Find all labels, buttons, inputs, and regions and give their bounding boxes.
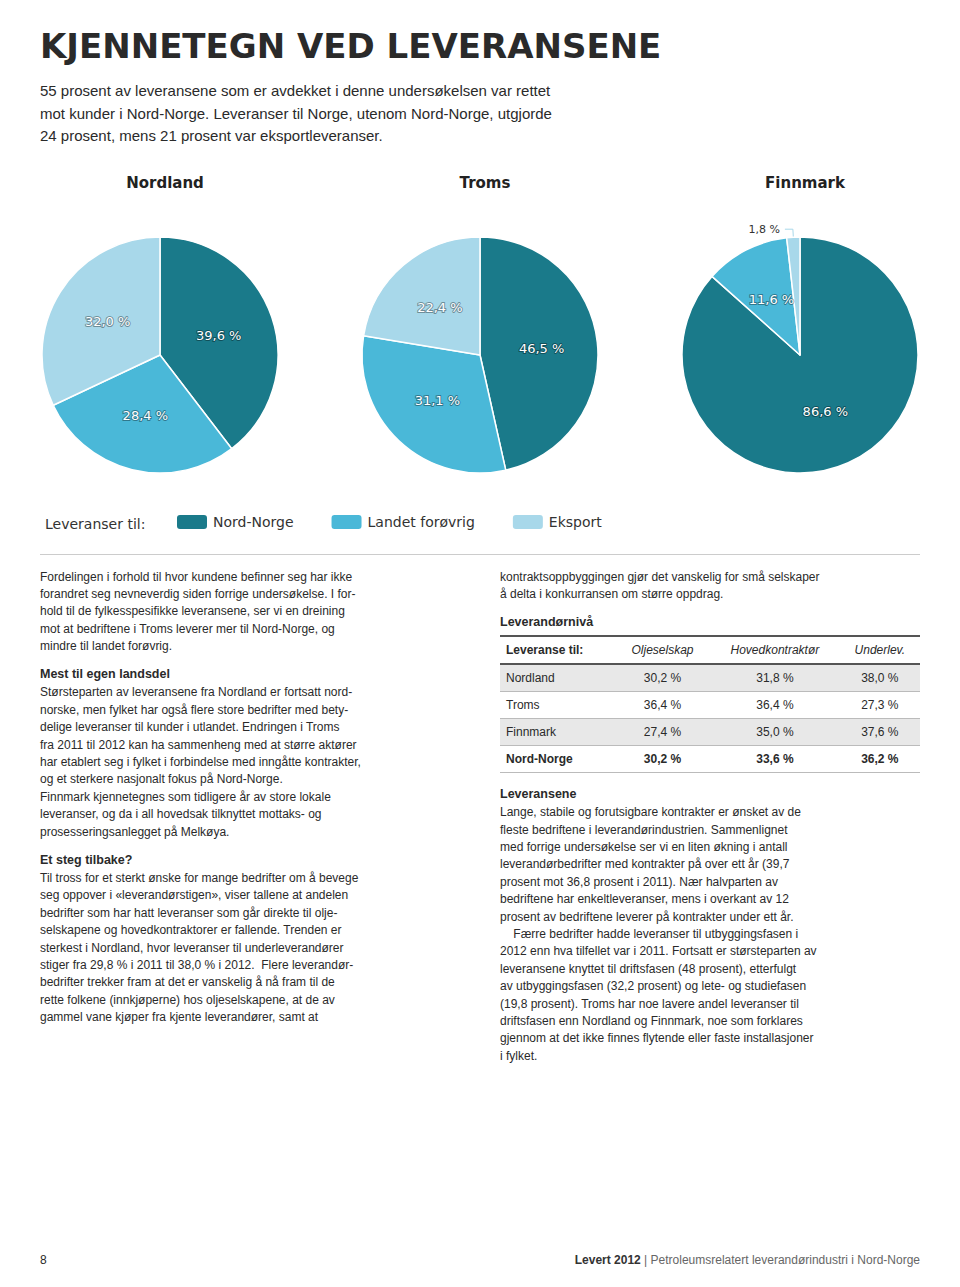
svg-text:Eksport: Eksport: [549, 514, 602, 530]
html-text:55 prosent av leveransene som: 55 prosent av leveransene som er avdekke…: [40, 82, 552, 144]
html-text:Hovedkontraktør: Hovedkontraktør: [730, 643, 820, 658]
html-text:38,0 %: 38,0 %: [861, 671, 899, 686]
svg-text:Troms: Troms: [460, 173, 511, 191]
svg-text:86,6 %: 86,6 %: [803, 404, 848, 419]
html-text:Til tross for et sterkt ønske: Til tross for et sterkt ønske for mange …: [40, 871, 359, 1025]
html-text:kontraktsoppbyggingen gjør det: kontraktsoppbyggingen gjør det vanskelig…: [500, 569, 820, 601]
html-text:36,4 %: 36,4 %: [756, 698, 794, 713]
svg-text:22,4 %: 22,4 %: [417, 300, 462, 315]
html-text:Nord-Norge: Nord-Norge: [506, 752, 573, 767]
svg-text:1,8 %: 1,8 %: [748, 222, 779, 235]
html-text:Leverandørnivå: Leverandørnivå: [500, 615, 594, 630]
svg-text:28,4 %: 28,4 %: [123, 407, 168, 422]
html-text:Leveranse til:: Leveranse til:: [506, 643, 584, 658]
html-text:36,2 %: 36,2 %: [861, 752, 899, 767]
html-text:Troms: Troms: [506, 698, 540, 713]
html-text:Finnmark: Finnmark: [506, 725, 556, 740]
html-text:Lange, stabile og forutsigbare: Lange, stabile og forutsigbare kontrakte…: [500, 805, 817, 1063]
html-text:36,4 %: 36,4 %: [643, 698, 682, 713]
html-text:Størsteparten av leveransene f: Størsteparten av leveransene fra Nordlan…: [40, 685, 361, 839]
svg-text:46,5 %: 46,5 %: [519, 340, 564, 355]
html-text:37,6 %: 37,6 %: [861, 725, 899, 740]
html-text:Et steg tilbake?: Et steg tilbake?: [40, 853, 133, 867]
svg-text:31,1 %: 31,1 %: [415, 392, 460, 407]
svg-text:Nordland: Nordland: [126, 173, 204, 191]
html-text:30,2 %: 30,2 %: [643, 752, 682, 767]
svg-text:39,6 %: 39,6 %: [196, 327, 241, 342]
html-text:8: 8: [40, 1253, 47, 1267]
svg-text:Landet forøvrig: Landet forøvrig: [368, 514, 475, 530]
html-text:31,8 %: 31,8 %: [756, 671, 794, 686]
html-text:Oljeselskap: Oljeselskap: [631, 643, 694, 658]
html-text:Fordelingen i forhold til hvor: Fordelingen i forhold til hvor kundene b…: [40, 569, 356, 654]
html-text:Leveransene: Leveransene: [500, 787, 577, 802]
svg-text:Nord-Norge: Nord-Norge: [213, 514, 294, 530]
html-text:27,4 %: 27,4 %: [643, 725, 682, 740]
svg-text:Finnmark: Finnmark: [765, 173, 846, 191]
svg-text:11,6 %: 11,6 %: [749, 292, 794, 307]
html-text:KJENNETEGN VED LEVERANSENE: KJENNETEGN VED LEVERANSENE: [40, 26, 662, 66]
svg-text:Leveranser til:: Leveranser til:: [45, 516, 145, 532]
svg-text:32,0 %: 32,0 %: [85, 314, 130, 329]
html-text:27,3 %: 27,3 %: [861, 698, 899, 713]
html-text:Nordland: Nordland: [506, 671, 555, 686]
html-text:35,0 %: 35,0 %: [756, 725, 794, 740]
html-text:Mest til egen landsdel: Mest til egen landsdel: [40, 667, 170, 682]
html-text:33,6 %: 33,6 %: [756, 752, 794, 767]
html-text:Underlev.: Underlev.: [854, 643, 905, 658]
html-text:30,2 %: 30,2 %: [643, 671, 682, 686]
html-text:Levert 2012 | Petroleumsrelate: Levert 2012 | Petroleumsrelatert leveran…: [574, 1253, 920, 1267]
